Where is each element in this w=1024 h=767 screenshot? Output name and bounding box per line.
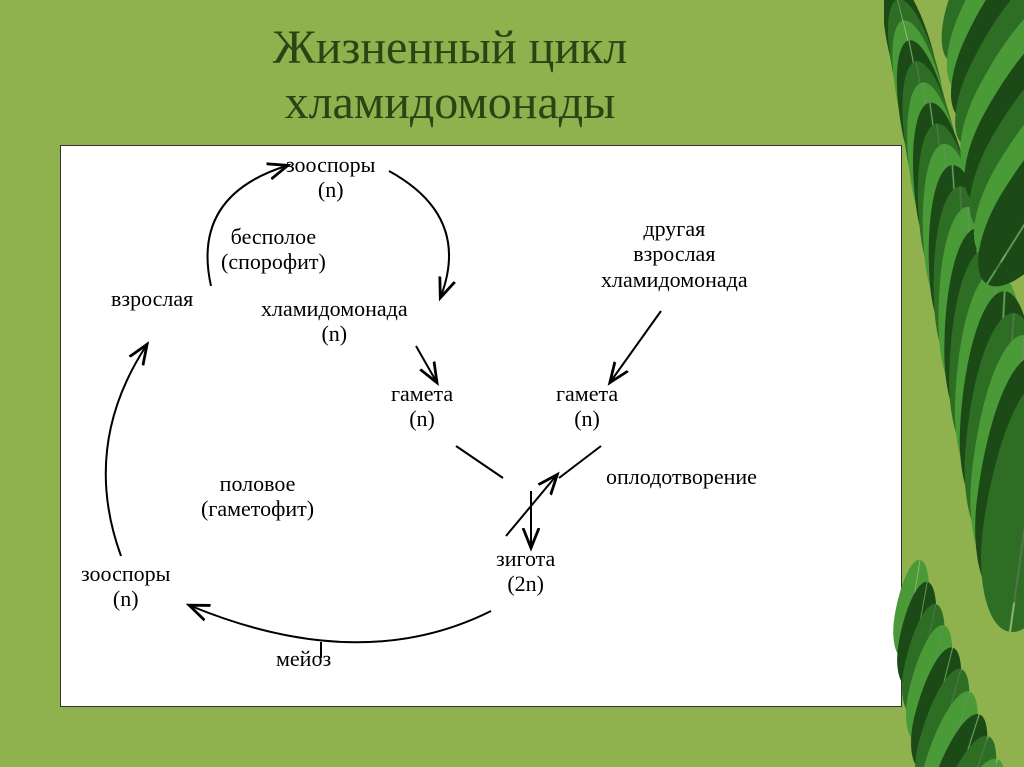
arrow <box>191 606 491 642</box>
leaf-icon <box>969 373 1024 638</box>
leaf-icon <box>948 249 1021 467</box>
node-adult: взрослая <box>111 286 193 311</box>
leaf-icon <box>927 0 1024 73</box>
leaf-icon <box>896 78 974 250</box>
leaf-icon <box>965 352 1024 609</box>
arrow <box>611 311 661 381</box>
arrow <box>559 446 601 478</box>
decorative-foliage <box>884 0 1024 767</box>
leaf-icon <box>952 269 1024 495</box>
node-asexual: бесполое(спорофит) <box>221 224 326 275</box>
leaf-icon <box>945 6 1024 216</box>
leaf-icon <box>930 0 1024 102</box>
node-zygote: зигота(2n) <box>496 546 555 597</box>
leaf-icon <box>957 76 1024 303</box>
leaf-icon <box>916 728 1012 767</box>
node-fertilization: оплодотворение <box>606 464 757 489</box>
leaf-icon <box>934 0 1024 131</box>
leaf-icon <box>921 163 996 358</box>
arrow <box>456 446 503 478</box>
leaf-icon <box>905 664 981 767</box>
node-gamete1: гамета(n) <box>391 381 453 432</box>
leaf-icon <box>919 750 1021 767</box>
leaf-icon <box>902 99 980 277</box>
node-other_adult: другаявзрослаяхламидомонада <box>601 216 748 292</box>
node-chlam1: хламидомонада(n) <box>261 296 408 347</box>
arrow <box>506 476 556 536</box>
node-zoospores_bot: зооспоры(n) <box>81 561 170 612</box>
title-line1: Жизненный цикл <box>273 21 628 74</box>
arrow <box>106 346 146 556</box>
node-gamete2: гамета(n) <box>556 381 618 432</box>
page-title: Жизненный цикл хламидомонады <box>0 20 900 130</box>
leaf-icon <box>938 0 1024 159</box>
leaf-icon <box>928 184 1002 385</box>
node-sexual: половое(гаметофит) <box>201 471 314 522</box>
node-meiosis: мейоз <box>276 646 331 671</box>
leaf-icon <box>953 52 1024 274</box>
node-zoospores_top: зооспоры(n) <box>286 152 375 203</box>
arrow <box>389 171 449 296</box>
leaf-icon <box>909 685 991 767</box>
leaf-icon <box>942 0 1024 188</box>
leaf-icon <box>908 120 985 304</box>
title-line2: хламидомонады <box>285 76 616 129</box>
leaf-icon <box>912 707 1001 767</box>
leaf-icon <box>958 310 1024 552</box>
leaf-icon <box>962 331 1024 581</box>
leaf-icon <box>949 29 1024 245</box>
leaf-icon <box>943 228 1013 439</box>
leaf-icon <box>955 290 1024 524</box>
leaf-icon <box>891 57 969 223</box>
leaf-icon <box>915 141 991 331</box>
arrows-layer <box>61 146 901 706</box>
leaf-icon <box>895 600 954 718</box>
diagram-container: зооспоры(n) бесполое(спорофит) взрослая хла… <box>60 145 902 707</box>
leaf-icon <box>902 642 972 767</box>
leaf-icon <box>898 621 962 746</box>
leaf-icon <box>936 206 1008 412</box>
arrow <box>416 346 436 381</box>
